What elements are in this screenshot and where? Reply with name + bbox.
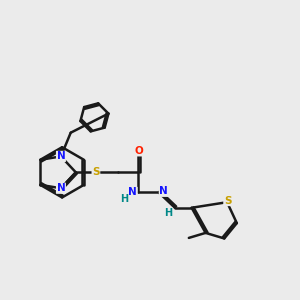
Text: N: N (159, 186, 168, 196)
Text: S: S (92, 167, 100, 177)
Text: H: H (164, 208, 172, 218)
Text: S: S (224, 196, 231, 206)
Text: N: N (57, 183, 65, 193)
Text: H: H (120, 194, 128, 204)
Text: O: O (134, 146, 143, 156)
Text: N: N (57, 152, 65, 161)
Text: N: N (128, 188, 137, 197)
